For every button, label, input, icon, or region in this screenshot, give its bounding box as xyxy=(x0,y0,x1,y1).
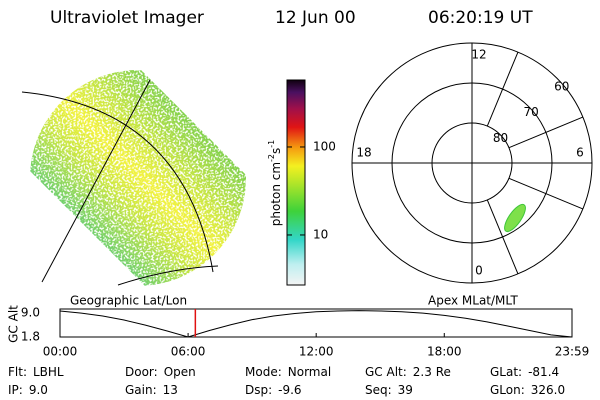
auroral-image xyxy=(30,70,246,286)
mlt-label: 6 xyxy=(576,146,584,160)
status-label: GLat: xyxy=(490,365,522,379)
lat-label: 70 xyxy=(524,105,539,119)
aurora-spot xyxy=(504,203,526,233)
status-label: Mode: xyxy=(245,365,282,379)
status-field: Flt: LBHL xyxy=(8,365,64,379)
status-value: 326.0 xyxy=(531,383,565,397)
colorbar-label: photon cm-2s-1 xyxy=(267,140,283,227)
timeline-ylabel: GC Alt xyxy=(7,305,21,343)
lat-label: 60 xyxy=(554,80,569,94)
status-value: 13 xyxy=(163,383,178,397)
diag-line xyxy=(486,51,519,127)
colorbar xyxy=(287,80,305,285)
status-field: Mode: Normal xyxy=(245,365,331,379)
timeline-x-tick-label: 00:00 xyxy=(43,345,78,359)
diag-line xyxy=(486,199,519,275)
timeline-y-tick-label: 9.0 xyxy=(21,306,40,320)
status-field: Seq: 39 xyxy=(365,383,413,397)
status-value: 9.0 xyxy=(29,383,48,397)
colorbar-tick-label: 10 xyxy=(313,227,328,241)
status-label: IP: xyxy=(8,383,23,397)
colorbar-tick-label: 100 xyxy=(313,139,336,153)
diag-line xyxy=(508,177,584,210)
timeline-y-tick-label: 1.8 xyxy=(21,330,40,344)
status-label: Gain: xyxy=(125,383,157,397)
status-label: Seq: xyxy=(365,383,392,397)
status-label: Dsp: xyxy=(245,383,272,397)
timeline-x-tick-label: 18:00 xyxy=(427,345,462,359)
timeline-x-tick-label: 23:59 xyxy=(555,345,590,359)
timeline-x-tick-label: 06:00 xyxy=(171,345,206,359)
status-label: Flt: xyxy=(8,365,27,379)
status-field: IP: 9.0 xyxy=(8,383,48,397)
date: 12 Jun 00 xyxy=(275,8,356,28)
status-value: -9.6 xyxy=(278,383,301,397)
status-field: Gain: 13 xyxy=(125,383,178,397)
status-value: -81.4 xyxy=(528,365,559,379)
instrument-title: Ultraviolet Imager xyxy=(50,8,204,28)
status-field: Dsp: -9.6 xyxy=(245,383,302,397)
status-label: Door: xyxy=(125,365,158,379)
status-value: 2.3 Re xyxy=(413,365,451,379)
time: 06:20:19 UT xyxy=(428,8,533,28)
colorbar-label-part: photon cm xyxy=(269,162,283,226)
timeline-x-tick-label: 12:00 xyxy=(299,345,334,359)
status-value: LBHL xyxy=(33,365,64,379)
polar-grid xyxy=(351,42,593,284)
status-label: GLon: xyxy=(490,383,525,397)
status-value: Open xyxy=(164,365,196,379)
colorbar-label-part: -2 xyxy=(267,154,276,162)
colorbar-frame xyxy=(286,79,306,286)
diag-line xyxy=(508,116,584,149)
timeline-left-label: Geographic Lat/Lon xyxy=(70,294,187,308)
status-field: GLon: 326.0 xyxy=(490,383,565,397)
mlt-label: 12 xyxy=(471,48,486,62)
status-field: GC Alt: 2.3 Re xyxy=(365,365,451,379)
lat-label: 80 xyxy=(493,131,508,145)
mlt-label: 18 xyxy=(356,146,371,160)
status-field: GLat: -81.4 xyxy=(490,365,559,379)
status-value: 39 xyxy=(398,383,413,397)
mlt-label: 0 xyxy=(475,264,483,278)
gc-alt-curve xyxy=(59,310,573,338)
timeline-right-label: Apex MLat/MLT xyxy=(428,294,518,308)
status-label: GC Alt: xyxy=(365,365,407,379)
colorbar-label-part: s xyxy=(269,148,283,154)
status-field: Door: Open xyxy=(125,365,196,379)
status-value: Normal xyxy=(288,365,331,379)
geo-grid xyxy=(21,79,219,286)
colorbar-label-part: -1 xyxy=(267,140,276,148)
